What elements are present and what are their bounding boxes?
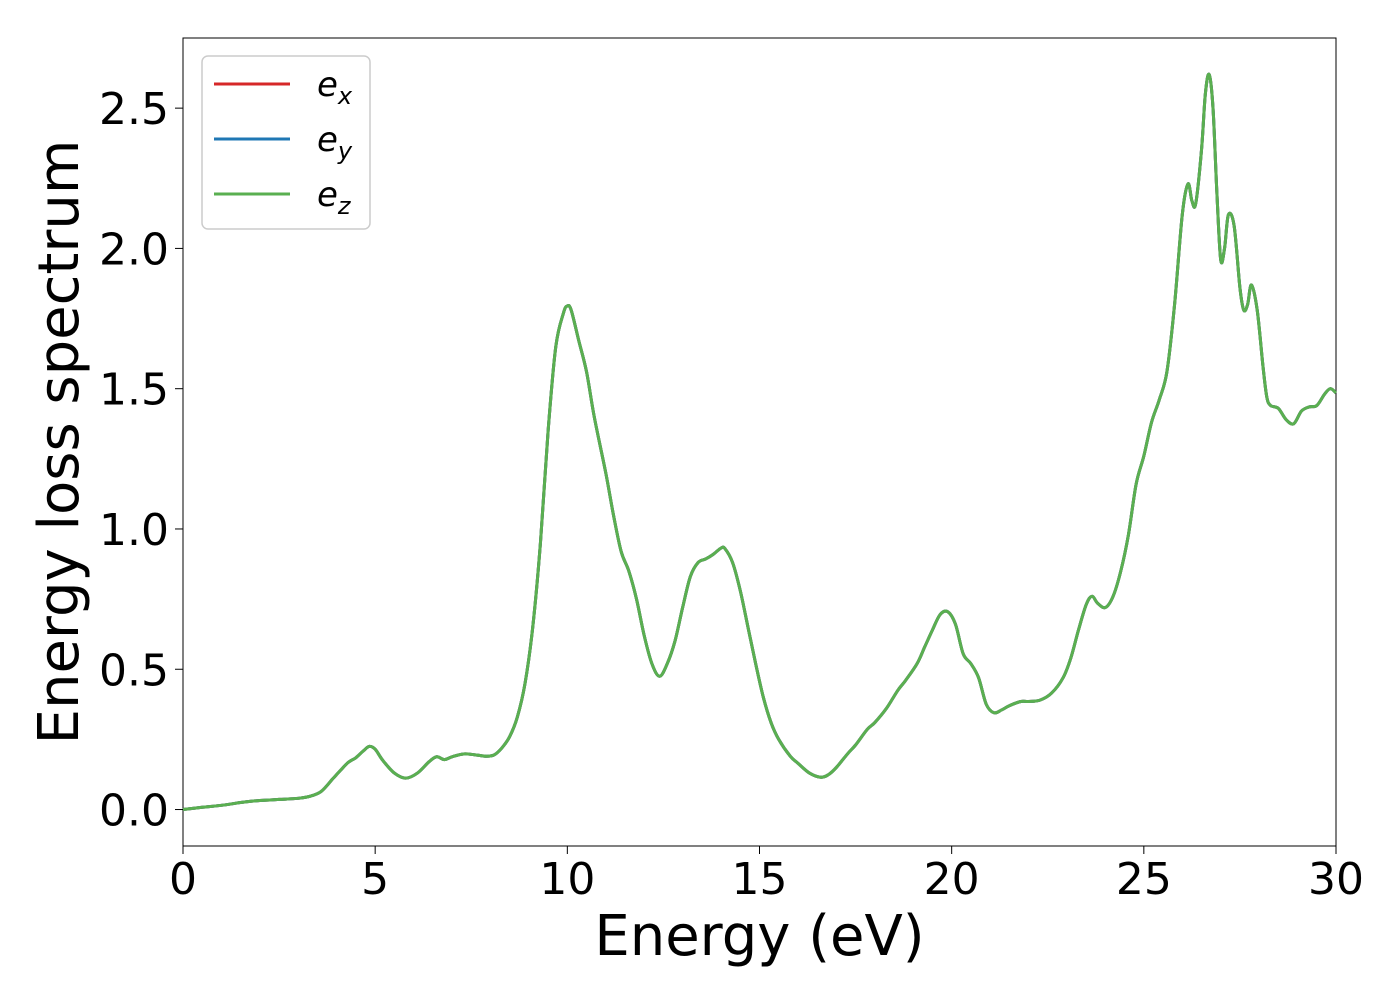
x-tick-label: 15 [732, 854, 788, 905]
y-tick-label: 1.0 [99, 505, 169, 556]
x-tick-label: 5 [361, 854, 389, 905]
y-tick-label: 2.0 [99, 224, 169, 275]
x-tick-label: 0 [169, 854, 197, 905]
series-line-e-z [182, 72, 1337, 812]
x-tick-label: 20 [924, 854, 980, 905]
legend-label: ey [317, 120, 353, 165]
x-tick-label: 25 [1116, 854, 1172, 905]
y-axis-title: Energy loss spectrum [27, 140, 92, 745]
x-tick-label: 10 [539, 854, 595, 905]
y-tick-label: 0.5 [99, 645, 169, 696]
y-tick-label: 1.5 [99, 365, 169, 416]
legend: ex ey ez [201, 55, 371, 230]
y-tick-label: 0.0 [99, 786, 169, 837]
x-axis-title: Energy (eV) [594, 904, 924, 969]
legend-box [201, 55, 371, 230]
y-tick-label: 2.5 [99, 84, 169, 135]
x-tick-label: 30 [1308, 854, 1364, 905]
series-lines [182, 72, 1337, 812]
y-axis: 0.0 0.5 1.0 1.5 2.0 2.5 [99, 84, 183, 837]
legend-label: ez [317, 175, 352, 220]
x-axis: 0 5 10 15 20 25 30 [169, 846, 1364, 905]
legend-label: ex [317, 65, 353, 110]
